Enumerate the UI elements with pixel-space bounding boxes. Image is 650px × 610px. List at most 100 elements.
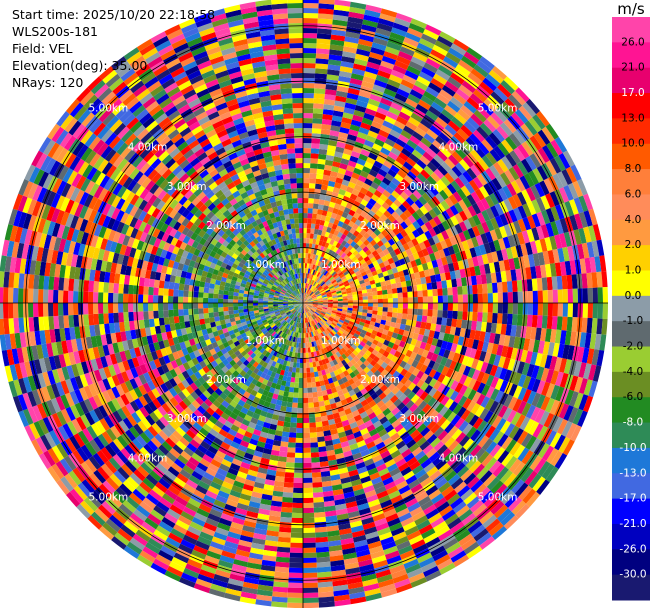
velocity-gate	[317, 18, 333, 25]
velocity-gate	[299, 367, 303, 373]
velocity-gate	[306, 377, 312, 383]
velocity-gate	[303, 457, 312, 463]
velocity-gate	[563, 185, 574, 201]
velocity-gate	[283, 421, 291, 428]
velocity-gate	[447, 154, 460, 166]
velocity-gate	[346, 275, 353, 281]
velocity-gate	[472, 225, 481, 237]
velocity-gate	[318, 287, 324, 292]
velocity-gate	[582, 303, 588, 318]
velocity-gate	[307, 387, 313, 393]
velocity-gate	[469, 247, 477, 258]
velocity-gate	[368, 51, 384, 61]
velocity-gate	[332, 281, 338, 286]
velocity-gate	[285, 406, 293, 413]
velocity-gate	[472, 89, 488, 103]
velocity-gate	[481, 139, 494, 152]
velocity-gate	[488, 262, 496, 274]
velocity-gate	[372, 306, 378, 311]
velocity-gate	[316, 431, 325, 438]
velocity-gate	[407, 303, 413, 309]
velocity-gate	[307, 300, 313, 302]
velocity-gate	[516, 191, 527, 206]
velocity-gate	[443, 247, 451, 257]
velocity-gate	[362, 76, 376, 85]
velocity-gate	[307, 297, 312, 301]
velocity-gate	[315, 68, 328, 75]
velocity-gate	[438, 265, 445, 274]
velocity-gate	[333, 156, 342, 163]
velocity-gate	[447, 262, 455, 272]
velocity-gate	[536, 315, 543, 329]
velocity-gate	[314, 289, 319, 294]
velocity-gate	[473, 109, 487, 123]
velocity-gate	[425, 275, 432, 284]
velocity-gate	[428, 143, 441, 155]
velocity-gate	[406, 285, 413, 293]
velocity-gate	[408, 254, 416, 262]
velocity-gate	[310, 223, 316, 229]
velocity-gate	[437, 295, 443, 303]
velocity-gate	[447, 303, 453, 311]
velocity-gate	[360, 199, 369, 207]
velocity-gate	[303, 53, 317, 59]
velocity-gate	[451, 165, 463, 178]
velocity-gate	[458, 210, 468, 222]
velocity-gate	[428, 82, 442, 94]
velocity-gate	[322, 174, 331, 181]
velocity-gate	[421, 283, 428, 291]
velocity-gate	[310, 153, 319, 159]
velocity-gate	[481, 221, 490, 234]
velocity-gate	[385, 264, 392, 271]
velocity-gate	[544, 237, 553, 252]
velocity-gate	[495, 175, 507, 188]
velocity-gate	[578, 195, 589, 212]
velocity-gate	[346, 290, 352, 294]
velocity-gate	[288, 572, 303, 578]
velocity-gate	[515, 87, 530, 103]
velocity-gate	[515, 244, 524, 258]
velocity-gate	[391, 211, 400, 220]
velocity-gate	[313, 511, 326, 518]
velocity-gate	[335, 177, 344, 185]
velocity-gate	[436, 93, 450, 105]
velocity-gate	[445, 218, 455, 229]
velocity-gate	[458, 84, 473, 98]
velocity-gate	[358, 222, 366, 230]
velocity-gate	[368, 152, 378, 161]
velocity-gate	[462, 140, 474, 153]
velocity-gate	[323, 220, 330, 227]
velocity-gate	[349, 283, 356, 288]
velocity-gate	[291, 407, 298, 413]
velocity-gate	[359, 229, 367, 237]
velocity-gate	[396, 55, 411, 66]
velocity-gate	[349, 193, 358, 201]
velocity-gate	[379, 213, 388, 222]
velocity-gate	[303, 178, 310, 184]
velocity-gate	[359, 187, 368, 195]
velocity-gate	[303, 402, 309, 408]
velocity-gate	[485, 167, 496, 181]
velocity-gate	[552, 173, 564, 190]
velocity-gate	[303, 537, 316, 543]
velocity-gate	[348, 280, 355, 286]
velocity-gate	[395, 317, 402, 324]
velocity-gate	[407, 297, 413, 303]
velocity-gate	[399, 165, 410, 175]
velocity-gate	[467, 303, 473, 312]
velocity-gate	[514, 108, 529, 124]
velocity-gate	[315, 292, 321, 296]
velocity-gate	[411, 131, 424, 142]
velocity-gate	[392, 298, 398, 303]
velocity-gate	[445, 51, 461, 64]
velocity-gate	[360, 122, 372, 131]
velocity-gate	[531, 315, 538, 328]
velocity-gate	[458, 221, 468, 232]
velocity-gate	[405, 261, 413, 270]
velocity-gate	[397, 307, 403, 314]
velocity-gate	[602, 287, 608, 303]
velocity-gate	[382, 298, 388, 303]
velocity-gate	[388, 106, 401, 116]
velocity-gate	[328, 255, 333, 262]
velocity-gate	[373, 201, 382, 210]
